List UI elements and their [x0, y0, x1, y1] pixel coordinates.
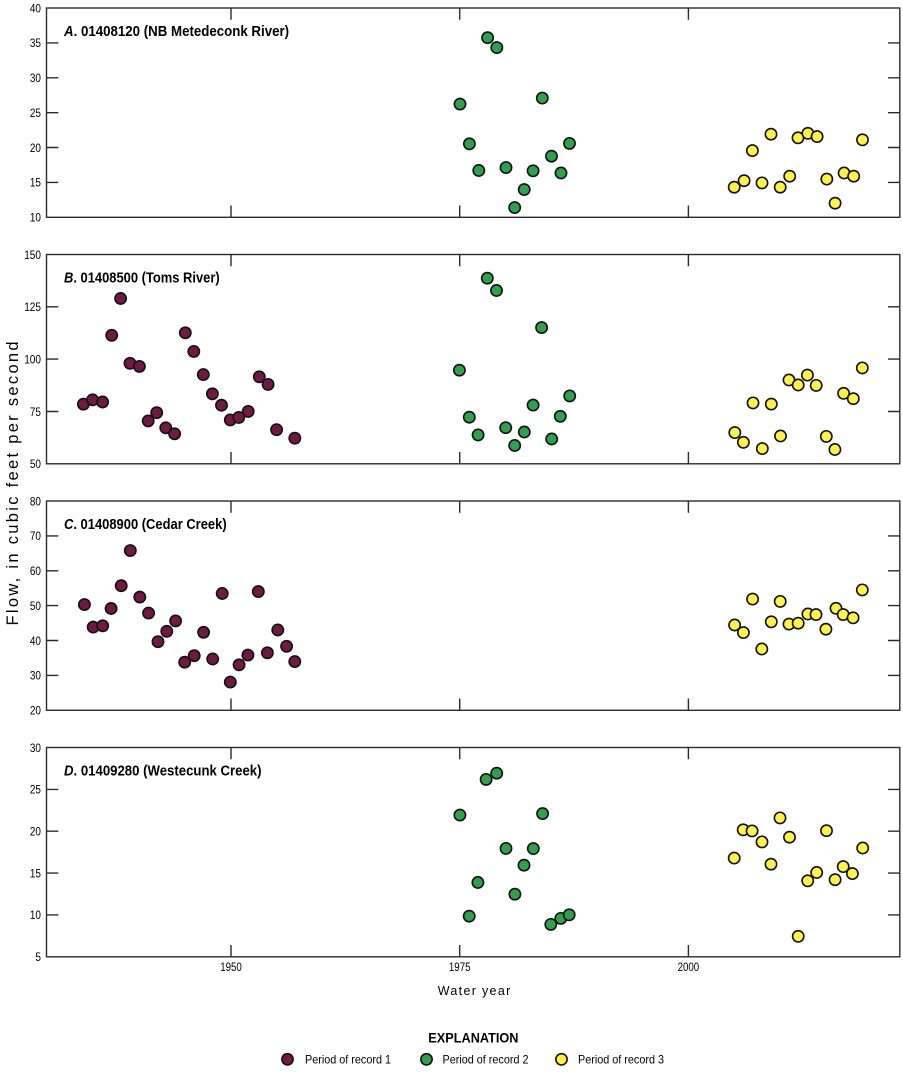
svg-text:Water year: Water year [438, 984, 511, 998]
svg-text:40: 40 [30, 1, 41, 15]
svg-text:5: 5 [35, 950, 41, 964]
svg-text:A. 01408120 (NB Metedeconk Riv: A. 01408120 (NB Metedeconk River) [63, 23, 289, 40]
svg-text:10: 10 [30, 908, 41, 922]
svg-text:Period of record 3: Period of record 3 [578, 1053, 664, 1067]
svg-text:B. 01408500 (Toms River): B. 01408500 (Toms River) [64, 268, 220, 285]
svg-text:75: 75 [30, 405, 41, 419]
svg-text:125: 125 [24, 300, 41, 314]
svg-text:25: 25 [30, 783, 41, 797]
svg-text:15: 15 [30, 176, 41, 190]
svg-text:15: 15 [30, 866, 41, 880]
svg-text:Period of record 1: Period of record 1 [305, 1053, 391, 1067]
svg-text:100: 100 [24, 352, 41, 366]
svg-text:150: 150 [24, 248, 41, 262]
svg-text:25: 25 [30, 106, 41, 120]
svg-text:EXPLANATION: EXPLANATION [428, 1031, 518, 1046]
svg-text:C. 01408900 (Cedar Creek): C. 01408900 (Cedar Creek) [64, 515, 227, 532]
svg-text:30: 30 [30, 71, 41, 85]
svg-text:2000: 2000 [678, 960, 700, 974]
svg-text:20: 20 [30, 704, 41, 718]
svg-text:20: 20 [30, 141, 41, 155]
svg-text:30: 30 [30, 741, 41, 755]
svg-text:1950: 1950 [220, 960, 242, 974]
svg-text:20: 20 [30, 825, 41, 839]
svg-text:Flow, in cubic feet per second: Flow, in cubic feet per second [4, 339, 22, 625]
svg-text:1975: 1975 [449, 960, 471, 974]
svg-text:50: 50 [30, 457, 41, 471]
svg-text:30: 30 [30, 669, 41, 683]
svg-text:80: 80 [30, 494, 41, 508]
svg-text:50: 50 [30, 599, 41, 613]
svg-text:60: 60 [30, 564, 41, 578]
svg-text:D. 01409280 (Westecunk Creek): D. 01409280 (Westecunk Creek) [64, 761, 261, 778]
svg-text:40: 40 [30, 634, 41, 648]
svg-text:Period of record 2: Period of record 2 [443, 1053, 529, 1067]
svg-text:70: 70 [30, 529, 41, 543]
svg-text:10: 10 [30, 211, 41, 225]
svg-text:35: 35 [30, 36, 41, 50]
